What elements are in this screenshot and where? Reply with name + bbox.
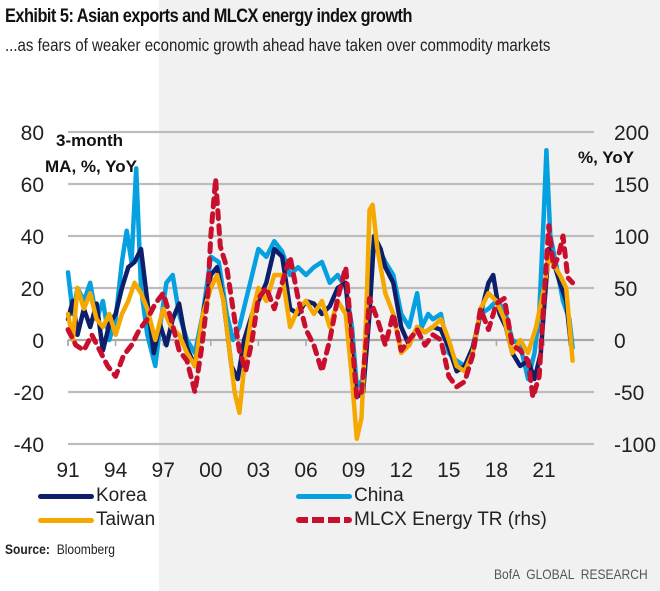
source-label: Source: (5, 541, 50, 557)
legend-item-mlcx: MLCX Energy TR (rhs) (296, 509, 547, 531)
left-tick-label: -40 (14, 434, 44, 457)
x-tick-label: 21 (532, 459, 555, 482)
left-tick-label: 60 (21, 174, 44, 197)
right-tick-label: 150 (614, 174, 649, 197)
left-tick-label: 40 (21, 226, 44, 249)
legend-item-china: China (296, 485, 404, 507)
series-lines (65, 147, 576, 442)
x-tick-label: 00 (199, 459, 222, 482)
left-tick-label: 20 (21, 278, 44, 301)
legend-label-korea: Korea (96, 485, 147, 506)
chart-title: Exhibit 5: Asian exports and MLCX energy… (5, 6, 412, 27)
x-axis-ticks: 91 94 97 00 03 06 09 12 15 18 21 (56, 340, 556, 482)
legend-item-korea: Korea (38, 485, 147, 507)
left-axis-label-line2: MA, %, YoY (45, 157, 138, 176)
legend-swatch-mlcx (296, 517, 352, 523)
x-tick-label: 09 (342, 459, 365, 482)
right-tick-label: -100 (614, 434, 656, 457)
left-tick-label: 80 (21, 122, 44, 145)
left-tick-label: -20 (14, 382, 44, 405)
source-value: Bloomberg (56, 541, 115, 557)
x-tick-label: 18 (485, 459, 508, 482)
panel-gap (0, 86, 159, 106)
x-tick-label: 12 (390, 459, 413, 482)
legend-swatch-china (296, 493, 352, 499)
legend-item-taiwan: Taiwan (38, 509, 155, 531)
right-axis-ticks: 200 150 100 50 0 -50 -100 (614, 122, 656, 457)
right-tick-label: 0 (614, 330, 626, 353)
legend-label-mlcx: MLCX Energy TR (rhs) (354, 509, 547, 530)
legend-swatch-taiwan (38, 517, 94, 523)
left-axis-label-line1: 3-month (56, 131, 123, 150)
x-tick-label: 06 (294, 459, 317, 482)
right-tick-label: 100 (614, 226, 649, 249)
x-tick-label: 97 (152, 459, 175, 482)
legend-label-china: China (354, 485, 404, 506)
left-tick-label: 0 (32, 330, 44, 353)
series-line-taiwan (65, 202, 575, 442)
series-line-mlcx (65, 176, 576, 400)
left-axis-ticks: 80 60 40 20 0 -20 -40 (14, 122, 44, 457)
right-tick-label: -50 (614, 382, 644, 405)
x-tick-label: 15 (437, 459, 460, 482)
chart-subtitle: ...as fears of weaker economic growth ah… (5, 35, 551, 55)
x-tick-label: 03 (247, 459, 270, 482)
x-tick-label: 94 (104, 459, 128, 482)
legend-label-taiwan: Taiwan (96, 509, 156, 530)
right-tick-label: 50 (614, 278, 637, 301)
brand-footer: BofA GLOBAL RESEARCH (494, 566, 648, 582)
legend-swatch-korea (38, 493, 94, 499)
source-note: Source: Bloomberg (5, 541, 115, 557)
right-tick-label: 200 (614, 122, 649, 145)
right-axis-label: %, YoY (578, 148, 635, 167)
x-tick-label: 91 (56, 459, 79, 482)
background-panel (159, 0, 660, 591)
